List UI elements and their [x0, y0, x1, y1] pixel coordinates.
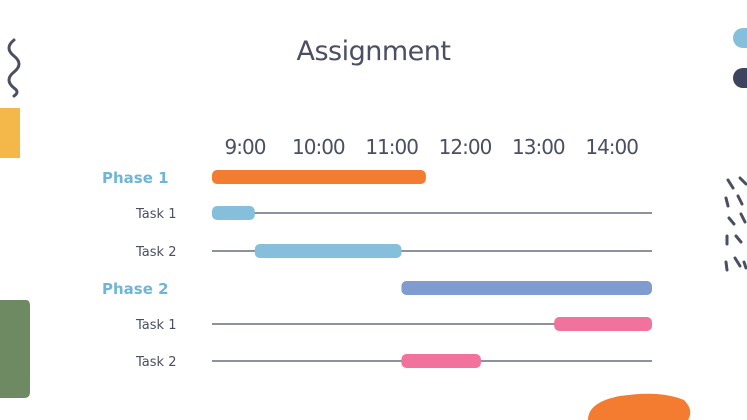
time-tick-label: 11:00 — [365, 135, 418, 159]
task-label: Task 2 — [135, 245, 176, 260]
task-label: Task 1 — [135, 318, 176, 333]
time-tick-label: 10:00 — [292, 135, 345, 159]
squiggle-decoration — [7, 38, 21, 98]
phase-label: Phase 1 — [102, 169, 169, 187]
time-tick-label: 13:00 — [512, 135, 565, 159]
time-tick-label: 12:00 — [439, 135, 492, 159]
task-bar — [212, 206, 255, 220]
phase-bar — [212, 170, 426, 184]
green-shape-decoration — [0, 300, 30, 398]
task-label: Task 1 — [135, 207, 176, 222]
dashes-decoration — [724, 176, 747, 272]
phase-bar — [401, 281, 652, 295]
yellow-block-decoration — [0, 108, 20, 158]
time-tick-label: 9:00 — [225, 135, 266, 159]
task-label: Task 2 — [135, 355, 176, 370]
page-title: Assignment — [296, 36, 451, 67]
light-blue-pill-decoration — [733, 28, 747, 48]
task-bar — [554, 317, 652, 331]
phase-label: Phase 2 — [102, 280, 169, 298]
navy-pill-decoration — [733, 68, 747, 88]
orange-blob-decoration — [588, 393, 691, 420]
task-bar — [254, 244, 402, 258]
time-tick-label: 14:00 — [585, 135, 638, 159]
task-bar — [401, 354, 481, 368]
